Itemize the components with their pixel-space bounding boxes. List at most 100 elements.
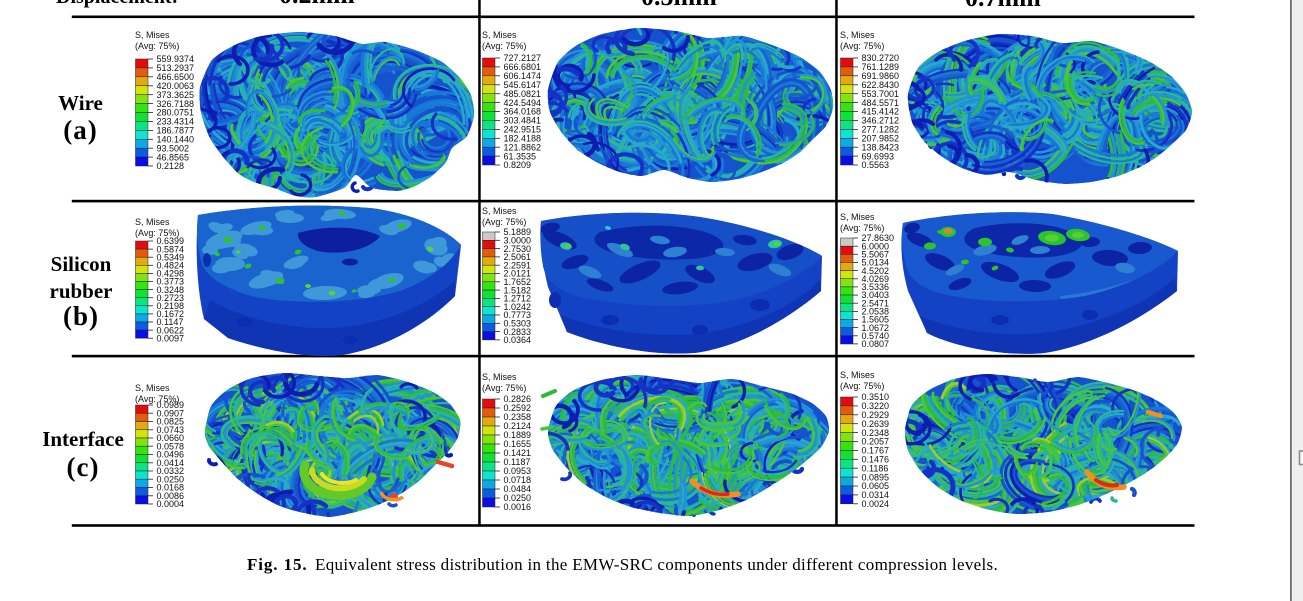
svg-text:5.5067: 5.5067 xyxy=(862,250,890,260)
svg-text:553.7001: 553.7001 xyxy=(862,89,900,99)
svg-text:0.1186: 0.1186 xyxy=(862,463,889,473)
svg-text:0.0825: 0.0825 xyxy=(157,417,185,427)
svg-text:0.2592: 0.2592 xyxy=(504,403,532,413)
svg-text:2.2591: 2.2591 xyxy=(504,260,532,270)
svg-text:2.5061: 2.5061 xyxy=(504,252,532,262)
svg-text:0.0016: 0.0016 xyxy=(504,502,532,512)
svg-text:(b): (b) xyxy=(63,301,99,331)
svg-text:3.0000: 3.0000 xyxy=(504,236,532,246)
svg-text:Equivalent stress distribution: Equivalent stress distribution in the EM… xyxy=(315,555,998,574)
svg-text:0.2057: 0.2057 xyxy=(862,437,890,447)
svg-text:2.7530: 2.7530 xyxy=(504,244,532,254)
svg-text:0.2723: 0.2723 xyxy=(157,293,185,303)
svg-text:0.8209: 0.8209 xyxy=(504,160,532,170)
svg-text:0.2198: 0.2198 xyxy=(157,301,185,311)
svg-text:242.9515: 242.9515 xyxy=(504,125,542,135)
svg-text:0.1476: 0.1476 xyxy=(862,455,890,465)
svg-text:0.5563: 0.5563 xyxy=(862,160,890,170)
svg-text:0.1889: 0.1889 xyxy=(504,430,532,440)
svg-text:(Avg: 75%): (Avg: 75%) xyxy=(135,394,179,404)
svg-text:93.5002: 93.5002 xyxy=(157,143,190,153)
svg-text:0.1767: 0.1767 xyxy=(862,446,890,456)
svg-text:S, Mises: S, Mises xyxy=(135,30,170,40)
svg-text:(Avg: 75%): (Avg: 75%) xyxy=(482,41,526,51)
svg-text:(Avg: 75%): (Avg: 75%) xyxy=(840,223,884,233)
svg-text:346.2712: 346.2712 xyxy=(862,116,900,126)
svg-text:1.0242: 1.0242 xyxy=(504,302,532,312)
svg-text:0.0718: 0.0718 xyxy=(504,475,532,485)
svg-text:(Avg: 75%): (Avg: 75%) xyxy=(135,41,179,51)
svg-text:3.0403: 3.0403 xyxy=(862,290,890,300)
svg-text:0.3510: 0.3510 xyxy=(862,392,890,402)
svg-text:622.8430: 622.8430 xyxy=(862,80,900,90)
svg-text:0.2833: 0.2833 xyxy=(504,327,532,337)
svg-text:S, Mises: S, Mises xyxy=(135,217,170,227)
svg-text:0.7mm: 0.7mm xyxy=(965,0,1041,12)
svg-text:0.0086: 0.0086 xyxy=(157,491,185,501)
svg-text:280.0751: 280.0751 xyxy=(157,108,195,118)
svg-text:0.1672: 0.1672 xyxy=(157,309,185,319)
svg-text:121.8862: 121.8862 xyxy=(504,142,542,152)
svg-text:559.9374: 559.9374 xyxy=(157,54,195,64)
svg-text:182.4188: 182.4188 xyxy=(504,134,542,144)
svg-text:0.2128: 0.2128 xyxy=(157,161,185,171)
svg-text:0.3220: 0.3220 xyxy=(862,401,890,411)
svg-text:3.5336: 3.5336 xyxy=(862,282,890,292)
svg-text:727.2127: 727.2127 xyxy=(504,53,542,63)
svg-text:0.0414: 0.0414 xyxy=(157,458,185,468)
svg-text:138.8423: 138.8423 xyxy=(862,142,900,152)
svg-text:0.2348: 0.2348 xyxy=(862,428,890,438)
svg-text:373.3625: 373.3625 xyxy=(157,90,195,100)
svg-text:186.7877: 186.7877 xyxy=(157,126,195,136)
svg-text:606.1474: 606.1474 xyxy=(504,71,542,81)
svg-text:(Avg: 75%): (Avg: 75%) xyxy=(840,381,884,391)
svg-text:(Avg: 75%): (Avg: 75%) xyxy=(135,228,179,238)
svg-text:0.0332: 0.0332 xyxy=(157,466,185,476)
svg-text:S, Mises: S, Mises xyxy=(135,383,170,393)
svg-text:Silicon: Silicon xyxy=(51,252,112,276)
svg-text:0.0907: 0.0907 xyxy=(157,408,185,418)
svg-text:0.2124: 0.2124 xyxy=(504,421,532,431)
svg-text:0.0484: 0.0484 xyxy=(504,484,532,494)
svg-text:0.0314: 0.0314 xyxy=(862,490,890,500)
svg-text:2.5471: 2.5471 xyxy=(862,298,890,308)
svg-text:S, Mises: S, Mises xyxy=(840,370,875,380)
svg-text:S, Mises: S, Mises xyxy=(840,212,875,222)
svg-text:0.1187: 0.1187 xyxy=(504,457,531,467)
svg-text:0.0250: 0.0250 xyxy=(504,493,532,503)
svg-text:0.3773: 0.3773 xyxy=(157,277,185,287)
svg-text:Interface: Interface xyxy=(42,427,124,451)
svg-text:303.4841: 303.4841 xyxy=(504,116,542,126)
svg-text:46.8565: 46.8565 xyxy=(157,152,190,162)
svg-text:0.0743: 0.0743 xyxy=(157,425,185,435)
svg-text:0.7773: 0.7773 xyxy=(504,310,532,320)
svg-text:5.0134: 5.0134 xyxy=(862,258,890,268)
svg-text:(Avg: 75%): (Avg: 75%) xyxy=(840,41,884,51)
svg-text:0.0024: 0.0024 xyxy=(862,499,890,509)
svg-text:233.4314: 233.4314 xyxy=(157,117,195,127)
svg-text:0.2358: 0.2358 xyxy=(504,412,532,422)
svg-text:0.0496: 0.0496 xyxy=(157,450,185,460)
svg-text:0.5874: 0.5874 xyxy=(157,244,185,254)
svg-text:484.5571: 484.5571 xyxy=(862,98,900,108)
svg-text:69.6993: 69.6993 xyxy=(862,151,895,161)
svg-text:4.0269: 4.0269 xyxy=(862,274,890,284)
svg-text:Displacement:: Displacement: xyxy=(56,0,178,8)
svg-text:0.4298: 0.4298 xyxy=(157,269,185,279)
svg-text:0.2mm: 0.2mm xyxy=(279,0,355,9)
svg-text:0.2639: 0.2639 xyxy=(862,419,890,429)
svg-text:0.4824: 0.4824 xyxy=(157,261,185,271)
svg-text:0.5349: 0.5349 xyxy=(157,252,185,262)
svg-text:0.5740: 0.5740 xyxy=(862,331,890,341)
svg-text:1.2712: 1.2712 xyxy=(504,294,532,304)
svg-text:513.2937: 513.2937 xyxy=(157,63,195,73)
svg-text:1.5182: 1.5182 xyxy=(504,285,532,295)
svg-text:0.0660: 0.0660 xyxy=(157,433,185,443)
svg-text:761.1289: 761.1289 xyxy=(862,62,900,72)
svg-text:0.0250: 0.0250 xyxy=(157,474,185,484)
svg-text:691.9860: 691.9860 xyxy=(862,71,900,81)
svg-text:466.6500: 466.6500 xyxy=(157,72,195,82)
svg-text:364.0168: 364.0168 xyxy=(504,107,542,117)
svg-text:(c): (c) xyxy=(67,452,100,482)
svg-text:(Avg: 75%): (Avg: 75%) xyxy=(482,383,526,393)
